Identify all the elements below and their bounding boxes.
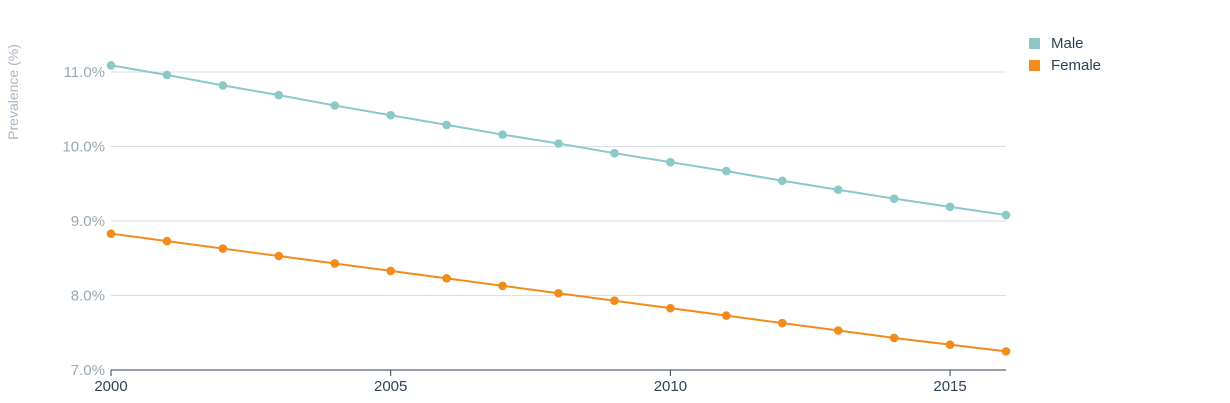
data-point-female[interactable] <box>498 281 507 291</box>
data-point-female[interactable] <box>162 236 172 246</box>
data-point-male[interactable] <box>162 70 172 80</box>
y-tick-label: 7.0% <box>71 362 105 379</box>
data-point-female[interactable] <box>610 296 619 306</box>
legend-label: Male <box>1051 35 1084 52</box>
data-point-male[interactable] <box>218 81 228 90</box>
data-point-female[interactable] <box>1001 347 1011 356</box>
data-point-male[interactable] <box>554 139 563 148</box>
data-point-female[interactable] <box>554 288 563 298</box>
data-point-male[interactable] <box>833 185 843 195</box>
grid-layer <box>111 71 1006 371</box>
x-tick-label: 2000 <box>94 378 127 395</box>
y-tick-label: 9.0% <box>71 213 105 230</box>
data-point-male[interactable] <box>330 101 340 110</box>
data-point-female[interactable] <box>218 244 228 253</box>
legend-swatch <box>1029 60 1040 71</box>
data-point-male[interactable] <box>666 157 675 167</box>
data-point-male[interactable] <box>777 176 787 186</box>
data-point-male[interactable] <box>498 130 507 139</box>
data-point-male[interactable] <box>386 110 395 120</box>
data-point-male[interactable] <box>722 166 731 176</box>
legend-label: Female <box>1051 57 1101 74</box>
legend-item-female[interactable]: Female <box>1029 57 1101 74</box>
series-male <box>106 61 1011 220</box>
data-point-male[interactable] <box>106 61 116 70</box>
data-point-female[interactable] <box>330 259 340 268</box>
data-point-male[interactable] <box>610 148 619 158</box>
series-female <box>106 229 1011 356</box>
data-point-female[interactable] <box>722 311 731 320</box>
data-point-female[interactable] <box>833 326 843 335</box>
data-point-male[interactable] <box>274 90 284 100</box>
data-point-female[interactable] <box>889 333 899 343</box>
x-axis: 2000 2005 2010 2015 <box>94 370 967 395</box>
data-point-female[interactable] <box>386 266 395 276</box>
data-point-male[interactable] <box>442 120 451 130</box>
y-axis: 7.0% 8.0% 9.0% 10.0% 11.0% <box>62 64 105 379</box>
x-tick-label: 2005 <box>374 378 407 395</box>
data-point-male[interactable] <box>1001 210 1011 220</box>
series-layer <box>106 61 1011 356</box>
data-point-female[interactable] <box>274 251 284 261</box>
legend-swatch <box>1029 38 1040 49</box>
data-point-female[interactable] <box>666 303 675 313</box>
x-tick-label: 2015 <box>933 378 966 395</box>
data-point-male[interactable] <box>945 202 955 212</box>
y-tick-label: 8.0% <box>71 288 105 305</box>
y-tick-label: 11.0% <box>64 64 105 81</box>
data-point-female[interactable] <box>777 318 787 328</box>
data-point-female[interactable] <box>945 340 955 349</box>
data-point-female[interactable] <box>442 274 451 283</box>
legend: Male Female <box>1029 35 1101 74</box>
y-tick-label: 10.0% <box>62 139 105 156</box>
data-point-male[interactable] <box>889 194 899 203</box>
legend-item-male[interactable]: Male <box>1029 35 1084 52</box>
data-point-female[interactable] <box>106 229 116 238</box>
y-axis-title: Prevalence (%) <box>5 44 21 140</box>
x-tick-label: 2010 <box>654 378 687 395</box>
